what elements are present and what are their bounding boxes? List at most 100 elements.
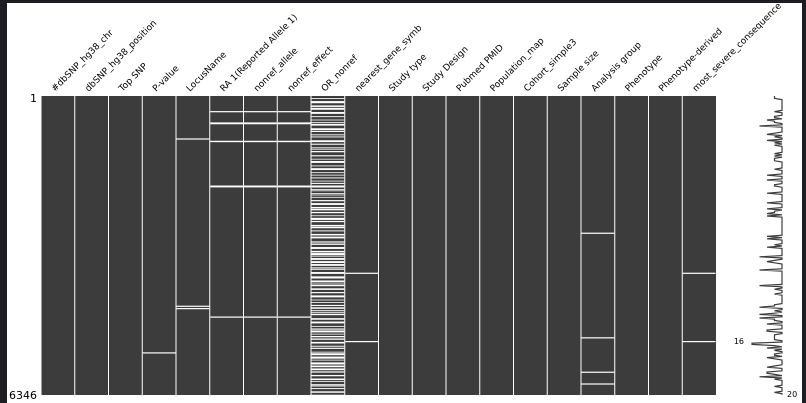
missing-mark	[176, 138, 210, 140]
matrix-column-10	[378, 96, 413, 395]
missing-mark	[311, 158, 345, 160]
missing-mark	[311, 180, 345, 182]
missing-mark	[311, 313, 345, 316]
sparkline-max-label: 20	[787, 390, 797, 399]
missing-mark	[581, 232, 615, 234]
matrix-column-11	[412, 96, 446, 395]
missing-mark	[581, 383, 615, 385]
missing-mark	[311, 295, 345, 298]
missing-mark	[244, 316, 277, 318]
missing-mark	[311, 165, 345, 167]
missing-mark	[682, 341, 716, 343]
matrix-column-3	[142, 96, 176, 395]
missing-mark	[311, 211, 345, 214]
missing-mark	[176, 308, 210, 310]
missing-mark	[311, 280, 345, 283]
missing-mark	[210, 122, 243, 125]
missing-mark	[311, 155, 345, 157]
missing-mark	[311, 365, 345, 368]
missing-mark	[311, 304, 345, 306]
missing-mark	[311, 356, 345, 359]
missing-mark	[311, 268, 345, 270]
missing-mark	[277, 140, 311, 143]
missing-mark	[311, 368, 345, 371]
missing-mark	[311, 276, 345, 279]
missing-mark	[311, 140, 345, 143]
missing-mark	[311, 261, 345, 264]
row-count-label: 6346	[9, 389, 37, 402]
missing-mark	[311, 107, 345, 110]
missing-mark	[311, 359, 345, 361]
column-label: nearest_gene_symb	[354, 23, 425, 94]
missing-mark	[682, 272, 716, 274]
missing-mark	[311, 185, 345, 188]
missing-mark	[311, 230, 345, 232]
missing-mark	[311, 258, 345, 260]
missing-mark	[311, 345, 345, 347]
missing-mark	[210, 185, 243, 188]
matrix-column-4	[176, 96, 210, 395]
missing-mark	[311, 136, 345, 138]
missing-mark	[311, 371, 345, 373]
missing-mark	[581, 371, 615, 373]
missing-mark	[311, 302, 345, 303]
missing-mark	[311, 328, 345, 330]
missing-mark	[311, 196, 345, 198]
missing-mark	[311, 299, 345, 301]
matrix-column-8	[311, 96, 345, 395]
missing-mark	[311, 325, 345, 327]
missing-mark	[244, 140, 277, 143]
missing-mark	[311, 172, 345, 174]
missing-mark	[311, 226, 345, 229]
missing-mark	[311, 374, 345, 377]
missing-mark	[345, 272, 378, 274]
missing-mark	[311, 98, 345, 100]
matrix-column-16	[581, 96, 615, 395]
missing-mark	[311, 312, 345, 314]
matrix-column-6	[243, 96, 278, 395]
matrix-column-17	[614, 96, 649, 395]
chart-frame: #dbSNP_hg38_chr dbSNP_hg38_position Top SN…	[7, 3, 802, 403]
missing-mark	[142, 352, 176, 354]
missing-mark	[311, 168, 345, 171]
column-label: #dbSNP_hg38_chr	[50, 28, 116, 94]
matrix-column-1	[74, 96, 109, 395]
missing-mark	[311, 388, 345, 390]
matrix-column-13	[479, 96, 514, 395]
missing-mark	[210, 140, 243, 143]
missing-mark	[311, 217, 345, 220]
missing-mark	[311, 177, 345, 179]
matrix-column-7	[277, 96, 311, 395]
missing-mark	[311, 310, 345, 312]
missing-mark	[277, 316, 311, 318]
missing-mark	[311, 119, 345, 121]
matrix-column-0	[41, 96, 75, 395]
missing-mark	[311, 267, 345, 269]
matrix-column-2	[108, 96, 143, 395]
matrix-column-18	[648, 96, 683, 395]
missing-mark	[311, 122, 345, 123]
sparkline-min-label: 16	[734, 337, 744, 346]
missing-mark	[311, 250, 345, 253]
missing-mark	[311, 338, 345, 340]
missing-mark	[311, 105, 345, 107]
missing-mark	[311, 241, 345, 243]
missing-mark	[311, 203, 345, 205]
missing-mark	[311, 147, 345, 149]
missing-mark	[311, 236, 345, 239]
missing-mark	[210, 316, 243, 318]
missing-mark	[311, 351, 345, 353]
missing-mark	[311, 130, 345, 132]
missing-mark	[311, 233, 345, 236]
missing-mark	[244, 122, 277, 125]
missing-mark	[311, 123, 345, 126]
matrix-body	[40, 96, 716, 396]
missing-mark	[311, 353, 345, 356]
missing-mark	[311, 362, 345, 365]
missing-mark	[244, 185, 277, 188]
missing-mark	[311, 336, 345, 337]
missing-mark	[176, 305, 210, 307]
missing-mark	[311, 321, 345, 324]
